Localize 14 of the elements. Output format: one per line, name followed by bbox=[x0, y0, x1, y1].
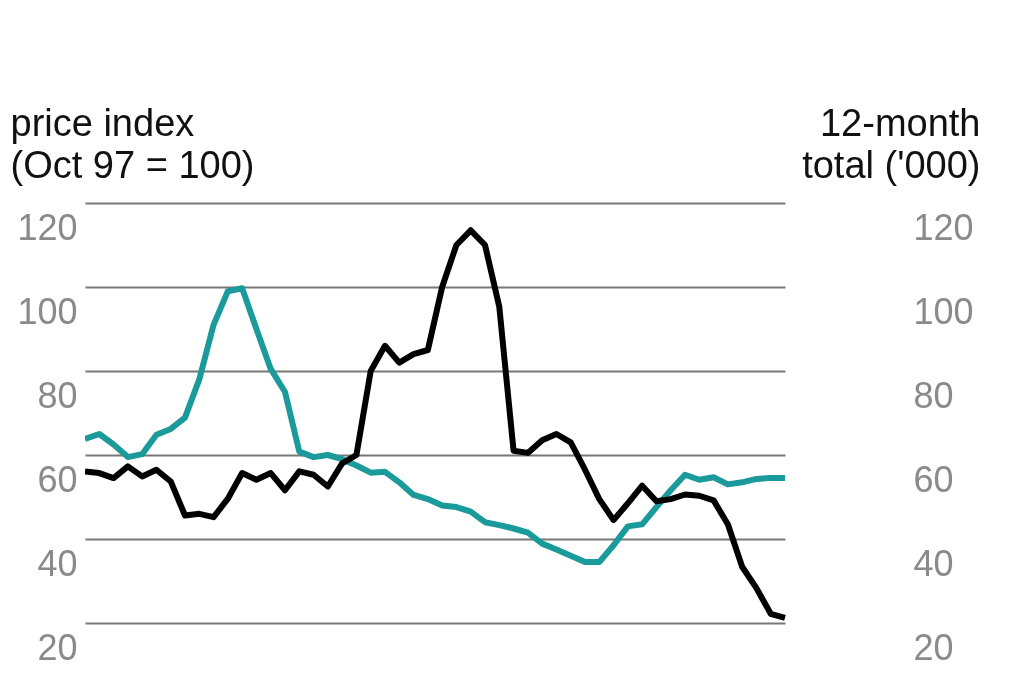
y2-tick-label: 40 bbox=[913, 542, 954, 584]
y-axis-title: price index (Oct 97 = 100) bbox=[10, 101, 255, 186]
y-tick-label: 60 bbox=[37, 458, 78, 500]
y-tick-label: 40 bbox=[37, 542, 78, 584]
y-tick-label: 100 bbox=[17, 290, 78, 332]
y2-tick-label: 80 bbox=[913, 374, 954, 416]
y2-tick-label: 60 bbox=[913, 458, 954, 500]
y2-tick-label: 100 bbox=[913, 290, 974, 332]
y-tick-label: 80 bbox=[37, 374, 78, 416]
y-tick-label: 120 bbox=[17, 206, 78, 248]
y2-axis-title: 12-month total ('000) bbox=[802, 101, 981, 186]
y-tick-label: 20 bbox=[37, 626, 78, 668]
y2-tick-label: 20 bbox=[913, 626, 954, 668]
y2-tick-label: 120 bbox=[913, 206, 974, 248]
